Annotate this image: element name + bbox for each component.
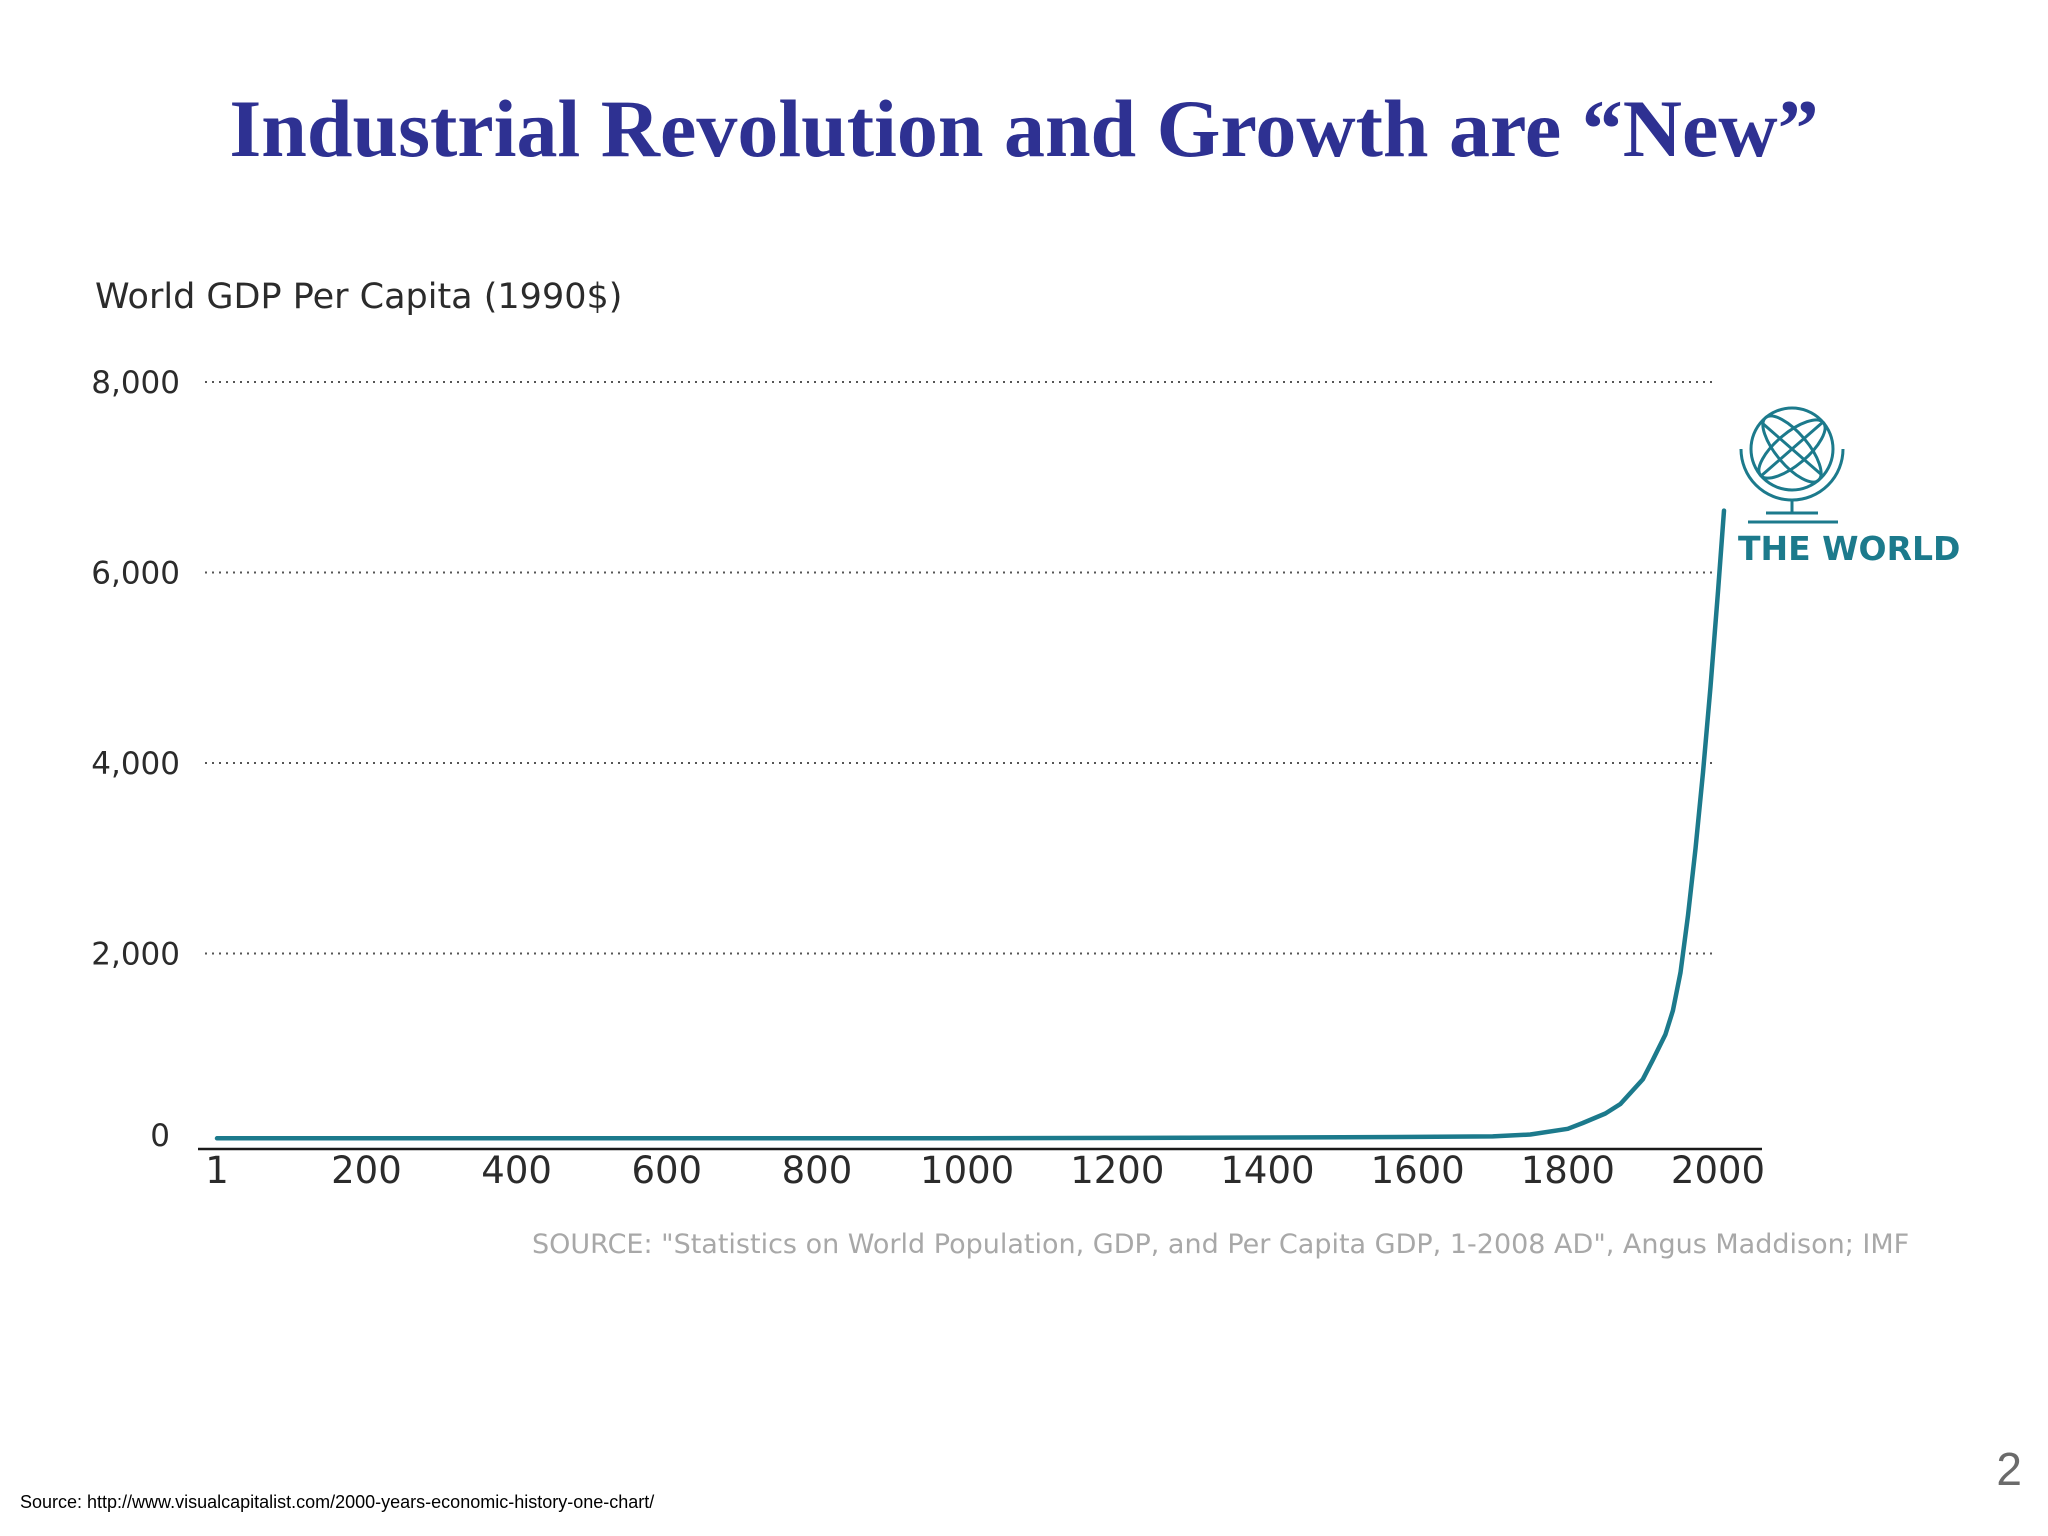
data-point	[1722, 509, 1726, 512]
y-tick-label: 8,000	[91, 365, 180, 401]
data-point	[1716, 590, 1720, 593]
x-tick-label: 1400	[1220, 1149, 1314, 1192]
x-tick-label: 800	[782, 1149, 853, 1192]
y-tick-label: 2,000	[91, 937, 180, 973]
x-tick-label: 400	[481, 1149, 552, 1192]
data-point	[965, 1137, 969, 1140]
data-point	[1686, 914, 1690, 917]
x-tick-label: 1000	[920, 1149, 1014, 1192]
data-point	[1641, 1078, 1645, 1081]
x-tick-label: 1200	[1070, 1149, 1164, 1192]
data-point	[1581, 1121, 1585, 1125]
x-tick-label: 1800	[1521, 1149, 1615, 1192]
x-tick-label: 600	[631, 1149, 702, 1192]
series-layer	[214, 508, 1727, 1141]
series-line	[214, 508, 1727, 1141]
page-number: 2	[1996, 1443, 2022, 1495]
x-tick-label: 2000	[1671, 1149, 1765, 1192]
x-tick-label: 200	[331, 1149, 402, 1192]
chart-source-note: SOURCE: "Statistics on World Population,…	[532, 1229, 1909, 1260]
x-tick-label: 1	[205, 1149, 229, 1192]
data-point	[1491, 1135, 1494, 1138]
x-tick-label: 1600	[1371, 1149, 1465, 1192]
globe-icon	[1739, 406, 1845, 524]
data-point	[1604, 1112, 1607, 1115]
data-point	[215, 1137, 219, 1140]
data-point	[1709, 685, 1712, 688]
y-tick-label: 4,000	[91, 746, 180, 782]
data-point	[1694, 847, 1697, 850]
series-label: THE WORLD	[1738, 529, 1960, 568]
chart-title: World GDP Per Capita (1990$)	[95, 277, 622, 317]
footer-source: Source: http://www.visualcapitalist.com/…	[20, 1492, 655, 1512]
data-point	[1679, 971, 1682, 974]
data-point	[1341, 1136, 1344, 1139]
data-point	[1619, 1102, 1622, 1106]
slide-title: Industrial Revolution and Growth are “Ne…	[229, 83, 1819, 174]
data-point	[1529, 1133, 1532, 1136]
y-axis: 0 2,000 4,000 6,000 8,000	[91, 365, 180, 1154]
data-point	[1701, 771, 1705, 774]
data-point	[1671, 1009, 1675, 1012]
data-point	[1664, 1033, 1667, 1036]
y-tick-label: 6,000	[91, 556, 180, 592]
gridlines	[205, 381, 1715, 955]
data-point	[1566, 1127, 1570, 1131]
y-tick-label: 0	[150, 1118, 170, 1154]
data-point	[1416, 1135, 1419, 1139]
x-axis: 1 200 400 600 800 1000 1200 1400 1600 1800 2000	[205, 1149, 1765, 1192]
data-point	[1651, 1059, 1654, 1062]
